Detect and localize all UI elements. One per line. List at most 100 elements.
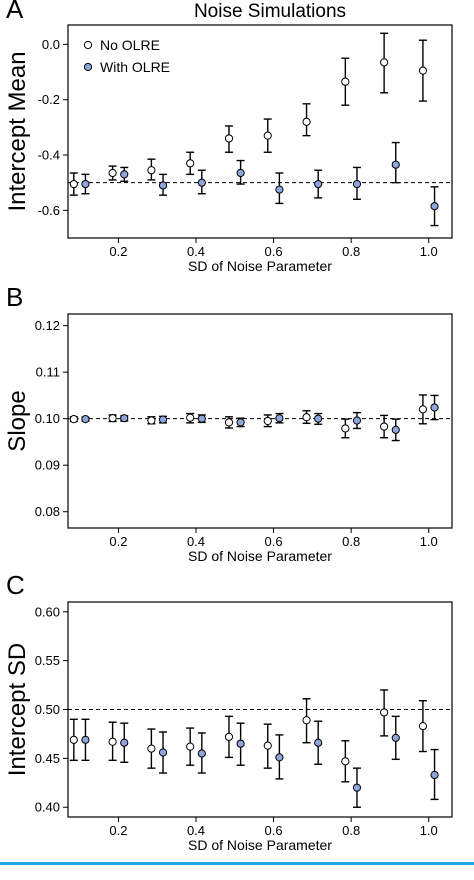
y-tick-label: 0.40 bbox=[35, 800, 60, 815]
x-axis-label: SD of Noise Parameter bbox=[188, 258, 332, 274]
data-point-with-olre bbox=[120, 414, 129, 423]
caption-divider bbox=[0, 862, 474, 865]
plot-frame bbox=[67, 313, 453, 529]
data-point-no-olre bbox=[69, 415, 78, 424]
y-tick-label: 0.0 bbox=[42, 37, 60, 52]
panel-letter: A bbox=[6, 0, 24, 24]
y-tick-label: 0.50 bbox=[35, 702, 60, 717]
data-point-no-olre bbox=[263, 131, 272, 140]
data-point-no-olre bbox=[224, 418, 234, 427]
data-point-with-olre bbox=[158, 748, 168, 757]
data-point-with-olre bbox=[430, 403, 439, 412]
x-tick-label: 1.0 bbox=[420, 823, 438, 838]
data-point-with-olre bbox=[275, 753, 284, 762]
data-point-with-olre bbox=[197, 749, 206, 758]
x-tick-label: 0.8 bbox=[342, 534, 360, 549]
data-point-with-olre bbox=[236, 418, 245, 427]
x-axis-label: SD of Noise Parameter bbox=[188, 548, 332, 564]
data-point-no-olre bbox=[186, 159, 195, 168]
y-tick-label: -0.2 bbox=[38, 92, 60, 107]
y-tick-label: 0.60 bbox=[35, 604, 60, 619]
data-point-with-olre bbox=[158, 181, 168, 190]
data-point-no-olre bbox=[108, 737, 117, 746]
y-tick-label: 0.45 bbox=[35, 751, 60, 766]
data-point-no-olre bbox=[341, 424, 350, 433]
data-point-with-olre bbox=[197, 414, 206, 423]
data-point-with-olre bbox=[352, 783, 362, 792]
data-point-with-olre bbox=[81, 179, 90, 189]
data-point-with-olre bbox=[81, 735, 90, 744]
data-point-with-olre bbox=[391, 733, 400, 742]
y-tick-label: -0.6 bbox=[38, 203, 60, 218]
data-point-with-olre bbox=[391, 425, 400, 434]
figure-title: Noise Simulations bbox=[194, 1, 346, 22]
data-point-with-olre bbox=[430, 202, 439, 211]
y-tick-label: 0.11 bbox=[36, 365, 60, 380]
data-point-no-olre bbox=[263, 741, 272, 750]
data-point-no-olre bbox=[341, 77, 350, 86]
x-tick-label: 0.4 bbox=[187, 823, 205, 838]
legend-marker bbox=[83, 62, 93, 72]
data-point-with-olre bbox=[120, 738, 129, 747]
x-tick-label: 0.2 bbox=[109, 823, 127, 838]
data-point-no-olre bbox=[108, 168, 117, 178]
data-point-no-olre bbox=[341, 757, 350, 766]
data-point-with-olre bbox=[236, 739, 245, 748]
data-point-no-olre bbox=[418, 722, 428, 731]
y-axis-label: Intercept Mean bbox=[4, 51, 31, 211]
data-point-with-olre bbox=[120, 170, 129, 179]
data-point-with-olre bbox=[275, 414, 284, 423]
y-tick-label: 0.08 bbox=[35, 504, 60, 519]
data-point-with-olre bbox=[197, 178, 206, 187]
legend-label: No OLRE bbox=[100, 37, 160, 53]
data-point-with-olre bbox=[158, 415, 168, 424]
data-point-with-olre bbox=[275, 185, 284, 194]
x-tick-label: 0.8 bbox=[342, 823, 360, 838]
y-tick-label: 0.10 bbox=[35, 411, 60, 426]
y-tick-label: -0.4 bbox=[38, 148, 60, 163]
y-tick-label: 0.12 bbox=[35, 318, 60, 333]
legend-label: With OLRE bbox=[100, 59, 170, 75]
y-tick-label: 0.55 bbox=[35, 653, 60, 668]
y-axis-label: Slope bbox=[4, 390, 31, 451]
data-point-no-olre bbox=[147, 166, 156, 175]
y-axis-label: Intercept SD bbox=[4, 643, 31, 776]
x-tick-label: 0.2 bbox=[109, 534, 127, 549]
data-point-with-olre bbox=[430, 770, 439, 780]
x-tick-label: 0.4 bbox=[187, 534, 205, 549]
data-point-no-olre bbox=[224, 134, 234, 143]
panel-letter: C bbox=[6, 570, 25, 600]
data-point-with-olre bbox=[81, 415, 90, 424]
data-point-no-olre bbox=[224, 732, 234, 741]
legend-marker bbox=[83, 40, 93, 50]
data-point-with-olre bbox=[314, 738, 323, 747]
data-point-with-olre bbox=[391, 160, 400, 169]
x-tick-label: 0.6 bbox=[265, 244, 283, 259]
plot-frame bbox=[67, 24, 453, 239]
data-point-no-olre bbox=[418, 66, 428, 75]
data-point-no-olre bbox=[186, 413, 195, 422]
caption-strip bbox=[0, 862, 474, 880]
x-tick-label: 0.2 bbox=[109, 244, 127, 259]
data-point-no-olre bbox=[380, 422, 389, 431]
x-tick-label: 0.8 bbox=[342, 244, 360, 259]
data-point-no-olre bbox=[147, 744, 156, 753]
x-tick-label: 0.4 bbox=[187, 244, 205, 259]
data-point-no-olre bbox=[108, 414, 117, 423]
y-tick-label: 0.09 bbox=[35, 458, 60, 473]
data-point-no-olre bbox=[380, 708, 389, 717]
data-point-no-olre bbox=[69, 179, 78, 189]
data-point-with-olre bbox=[352, 416, 362, 425]
data-point-with-olre bbox=[352, 179, 362, 189]
data-point-with-olre bbox=[314, 179, 323, 189]
x-axis-label: SD of Noise Parameter bbox=[188, 837, 332, 853]
data-point-no-olre bbox=[380, 58, 389, 67]
x-tick-label: 1.0 bbox=[420, 244, 438, 259]
data-point-no-olre bbox=[263, 416, 272, 426]
x-tick-label: 0.6 bbox=[265, 534, 283, 549]
data-point-no-olre bbox=[147, 416, 156, 425]
data-point-with-olre bbox=[314, 414, 323, 423]
data-point-no-olre bbox=[418, 405, 428, 414]
data-point-no-olre bbox=[302, 413, 311, 422]
